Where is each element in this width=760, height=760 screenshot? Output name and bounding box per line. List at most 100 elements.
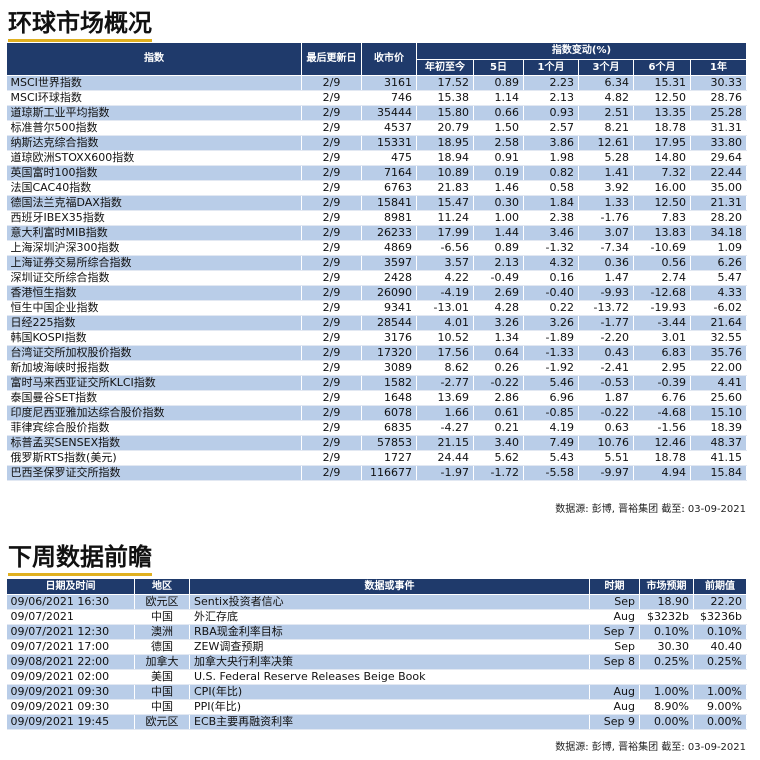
cell-index-name: 上海深圳沪深300指数 [6, 240, 302, 256]
cell-6m: -19.93 [633, 300, 691, 316]
table-row: 印度尼西亚雅加达综合股价指数 2/9 6078 1.66 0.61 -0.85 -0.22-… [6, 405, 748, 421]
cell-close: 35444 [361, 105, 417, 121]
cell-event: ECB主要再融资利率 [189, 714, 590, 730]
cell-index-name: 意大利富时MIB指数 [6, 225, 302, 241]
cell-last-update: 2/9 [301, 195, 362, 211]
cell-3m: 6.34 [578, 75, 634, 91]
section2-title: 下周数据前瞻 [8, 542, 152, 576]
cell-close: 3089 [361, 360, 417, 376]
cell-3m: -1.77 [578, 315, 634, 331]
table-row: 标准普尔500指数 2/9 4537 20.79 1.50 2.57 8.21 18.78 31… [6, 120, 748, 136]
cell-1m: 2.38 [523, 210, 579, 226]
cell-5d: 3.26 [473, 315, 524, 331]
cell-close: 746 [361, 90, 417, 106]
cell-5d: 1.00 [473, 210, 524, 226]
cell-1m: 1.98 [523, 150, 579, 166]
cell-previous: 40.40 [693, 639, 747, 655]
cell-forecast: $3232b [639, 609, 694, 625]
cell-ytd: 17.56 [416, 345, 474, 361]
cell-last-update: 2/9 [301, 390, 362, 406]
cell-last-update: 2/9 [301, 405, 362, 421]
calendar-table-body: 09/06/2021 16:30 欧元区 Sentix投资者信心 Sep 18.90 22… [6, 594, 747, 730]
cell-index-name: 深圳证交所综合指数 [6, 270, 302, 286]
cell-ytd: -13.01 [416, 300, 474, 316]
cell-ytd: 15.80 [416, 105, 474, 121]
header-3m: 3个月 [578, 59, 634, 76]
cell-1y: 5.47 [690, 270, 748, 286]
cell-3m: 1.87 [578, 390, 634, 406]
cell-previous: 0.10% [693, 624, 747, 640]
cell-last-update: 2/9 [301, 285, 362, 301]
table-row: 上海深圳沪深300指数 2/9 4869 -6.56 0.89 -1.32 -7.34 -10… [6, 240, 748, 256]
cell-1m: 5.46 [523, 375, 579, 391]
cell-period: Sep 8 [589, 654, 640, 670]
cell-5d: -1.72 [473, 465, 524, 481]
cell-datetime: 09/07/2021 [6, 609, 135, 625]
cell-6m: -3.44 [633, 315, 691, 331]
cell-1y: 32.55 [690, 330, 748, 346]
cell-3m: 1.41 [578, 165, 634, 181]
cell-5d: 3.40 [473, 435, 524, 451]
cell-3m: 3.92 [578, 180, 634, 196]
cell-event: 外汇存底 [189, 609, 590, 625]
table-row: 09/07/2021 中国 外汇存底 Aug $3232b $3236b [6, 609, 747, 625]
cell-5d: 0.64 [473, 345, 524, 361]
cell-last-update: 2/9 [301, 360, 362, 376]
cell-last-update: 2/9 [301, 240, 362, 256]
cell-datetime: 09/07/2021 17:00 [6, 639, 135, 655]
cell-index-name: 西班牙IBEX35指数 [6, 210, 302, 226]
cell-close: 4869 [361, 240, 417, 256]
cell-6m: 12.50 [633, 90, 691, 106]
cell-3m: 3.07 [578, 225, 634, 241]
cell-1m: 3.46 [523, 225, 579, 241]
cell-index-name: 道琼欧洲STOXX600指数 [6, 150, 302, 166]
table-row: 09/09/2021 19:45 欧元区 ECB主要再融资利率 Sep 9 0.00% 0… [6, 714, 747, 730]
cell-5d: 1.14 [473, 90, 524, 106]
cell-previous: 1.00% [693, 684, 747, 700]
cell-index-name: 香港恒生指数 [6, 285, 302, 301]
table-row: 富时马来西亚证交所KLCI指数 2/9 1582 -2.77 -0.22 5.46 -0.5… [6, 375, 748, 391]
cell-6m: 15.31 [633, 75, 691, 91]
table-row: 纳斯达克综合指数 2/9 15331 18.95 2.58 3.86 12.61 17.95 3… [6, 135, 748, 151]
cell-close: 1727 [361, 450, 417, 466]
cell-index-name: 标普孟买SENSEX指数 [6, 435, 302, 451]
cell-3m: 1.33 [578, 195, 634, 211]
cell-event: CPI(年比) [189, 684, 590, 700]
cell-1m: 7.49 [523, 435, 579, 451]
cell-event: 加拿大央行利率决策 [189, 654, 590, 670]
cell-6m: 3.01 [633, 330, 691, 346]
cell-1y: 18.39 [690, 420, 748, 436]
cell-1y: 15.84 [690, 465, 748, 481]
cell-index-name: 富时马来西亚证交所KLCI指数 [6, 375, 302, 391]
cell-1y: 35.76 [690, 345, 748, 361]
cell-close: 6763 [361, 180, 417, 196]
cell-region: 中国 [134, 684, 190, 700]
cell-3m: 0.43 [578, 345, 634, 361]
cell-forecast: 30.30 [639, 639, 694, 655]
cell-1y: -6.02 [690, 300, 748, 316]
cell-3m: 12.61 [578, 135, 634, 151]
cell-5d: 1.46 [473, 180, 524, 196]
cell-3m: -1.76 [578, 210, 634, 226]
cell-last-update: 2/9 [301, 450, 362, 466]
cell-last-update: 2/9 [301, 75, 362, 91]
cell-previous [693, 669, 747, 685]
cell-region: 加拿大 [134, 654, 190, 670]
cell-last-update: 2/9 [301, 420, 362, 436]
cell-1y: 15.10 [690, 405, 748, 421]
cell-close: 1582 [361, 375, 417, 391]
cell-3m: 10.76 [578, 435, 634, 451]
cell-close: 2428 [361, 270, 417, 286]
cell-ytd: 20.79 [416, 120, 474, 136]
cell-1m: 0.58 [523, 180, 579, 196]
cell-6m: -0.39 [633, 375, 691, 391]
cell-index-name: 菲律宾综合股价指数 [6, 420, 302, 436]
cell-6m: -1.56 [633, 420, 691, 436]
cell-1y: 29.64 [690, 150, 748, 166]
cell-last-update: 2/9 [301, 180, 362, 196]
cell-6m: 13.35 [633, 105, 691, 121]
header-6m: 6个月 [633, 59, 691, 76]
cell-last-update: 2/9 [301, 435, 362, 451]
table-row: 深圳证交所综合指数 2/9 2428 4.22 -0.49 0.16 1.47 2.74 5.4… [6, 270, 748, 286]
cell-1m: -0.85 [523, 405, 579, 421]
